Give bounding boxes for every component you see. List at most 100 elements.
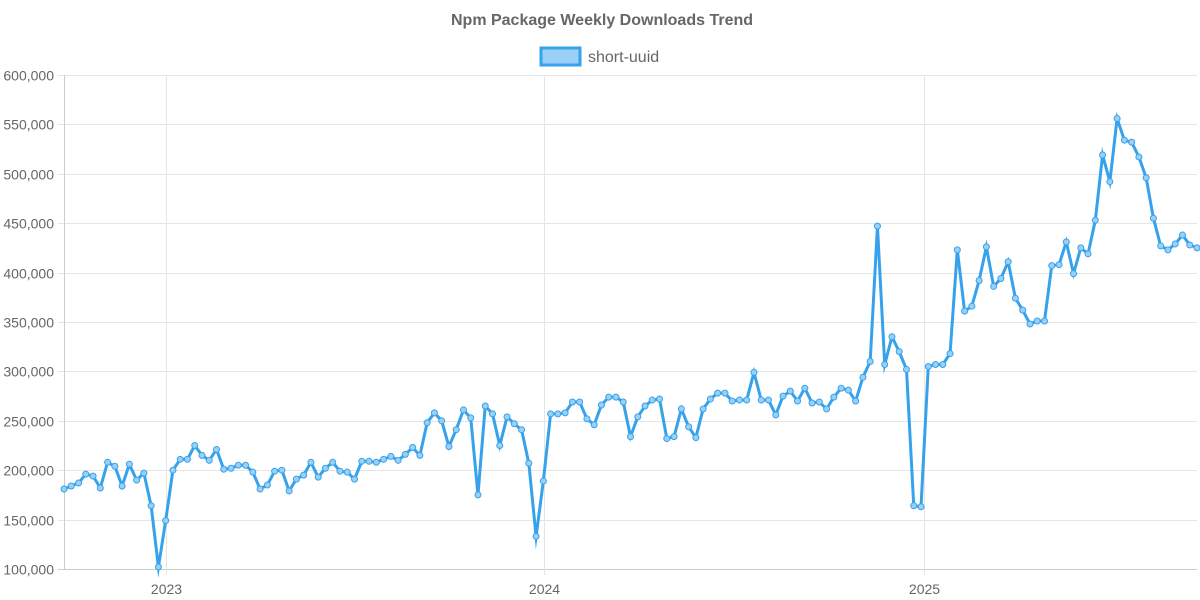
data-point[interactable] [459,406,467,414]
data-point[interactable] [576,398,584,406]
data-point[interactable] [692,434,700,442]
data-point[interactable] [510,420,518,428]
data-point[interactable] [1149,214,1157,222]
data-point[interactable] [656,395,664,403]
data-point[interactable] [394,456,402,464]
data-point[interactable] [285,487,293,495]
data-point[interactable] [627,433,634,441]
data-point[interactable] [764,396,772,404]
data-point[interactable] [953,246,961,254]
data-point[interactable] [423,419,431,427]
data-point[interactable] [888,333,896,341]
data-point[interactable] [147,502,155,510]
data-point[interactable] [1142,174,1150,182]
data-point[interactable] [387,452,395,460]
data-point[interactable] [438,417,446,425]
data-point[interactable] [489,410,497,418]
data-point[interactable] [554,410,562,418]
data-point[interactable] [1186,241,1194,249]
data-point[interactable] [779,392,787,400]
data-point[interactable] [721,389,729,397]
data-point[interactable] [183,455,191,463]
data-point[interactable] [314,473,322,481]
data-point[interactable] [706,395,714,403]
data-point[interactable] [191,442,199,449]
data-point[interactable] [917,503,925,511]
data-point[interactable] [997,275,1005,283]
data-point[interactable] [474,491,482,499]
data-point[interactable] [162,517,170,525]
data-point[interactable] [1120,136,1128,144]
data-point[interactable] [1091,216,1099,224]
data-point[interactable] [794,397,802,405]
data-point[interactable] [111,462,119,470]
data-point[interactable] [321,464,329,472]
data-point[interactable] [351,475,359,483]
data-point[interactable] [358,457,366,465]
data-point[interactable] [67,482,75,490]
data-point[interactable] [859,373,867,381]
data-point[interactable] [96,484,104,492]
data-point[interactable] [82,470,90,478]
data-point[interactable] [1077,244,1085,252]
data-point[interactable] [205,456,213,464]
data-point[interactable] [409,443,417,451]
data-point[interactable] [532,532,540,540]
legend[interactable]: short-uuid [539,46,659,67]
data-point[interactable] [714,389,722,397]
data-point[interactable] [518,426,526,434]
data-point[interactable] [590,421,598,429]
data-point[interactable] [990,282,998,290]
data-point[interactable] [1178,231,1186,239]
data-point[interactable] [234,461,242,469]
data-point[interactable] [118,482,126,490]
data-point[interactable] [169,466,177,474]
data-point[interactable] [547,410,555,418]
data-point[interactable] [372,458,380,466]
data-point[interactable] [278,466,286,474]
data-point[interactable] [561,409,569,417]
data-point[interactable] [583,415,591,423]
data-point[interactable] [104,458,112,466]
data-point[interactable] [416,451,424,459]
data-point[interactable] [1113,114,1121,122]
data-point[interactable] [844,386,852,394]
data-point[interactable] [401,450,409,458]
data-point[interactable] [329,458,337,466]
data-point[interactable] [1026,320,1034,328]
data-point[interactable] [815,398,823,406]
data-point[interactable] [837,384,845,392]
data-point[interactable] [866,358,874,366]
data-point[interactable] [619,398,627,406]
data-point[interactable] [1171,240,1179,248]
data-point[interactable] [1106,178,1114,186]
data-point[interactable] [1070,270,1078,278]
data-point[interactable] [634,413,642,421]
data-point[interactable] [539,477,547,485]
data-point[interactable] [648,396,656,404]
data-point[interactable] [1033,317,1041,325]
data-point[interactable] [902,365,910,373]
data-point[interactable] [525,459,533,467]
data-point[interactable] [1135,153,1143,161]
data-point[interactable] [750,368,758,376]
data-point[interactable] [1040,317,1048,325]
data-point[interactable] [699,405,707,413]
data-point[interactable] [939,360,947,368]
data-point[interactable] [176,455,184,463]
data-point[interactable] [982,243,990,251]
data-point[interactable] [1157,242,1165,250]
data-point[interactable] [1164,246,1172,254]
data-point[interactable] [89,472,97,480]
data-point[interactable] [467,414,475,422]
data-point[interactable] [125,460,133,468]
data-point[interactable] [728,397,736,405]
data-point[interactable] [757,396,765,404]
data-point[interactable] [568,398,576,406]
data-point[interactable] [823,405,831,413]
data-point[interactable] [256,485,264,493]
data-point[interactable] [873,222,881,230]
data-point[interactable] [430,409,438,417]
data-point[interactable] [380,455,388,463]
data-point[interactable] [685,423,693,431]
